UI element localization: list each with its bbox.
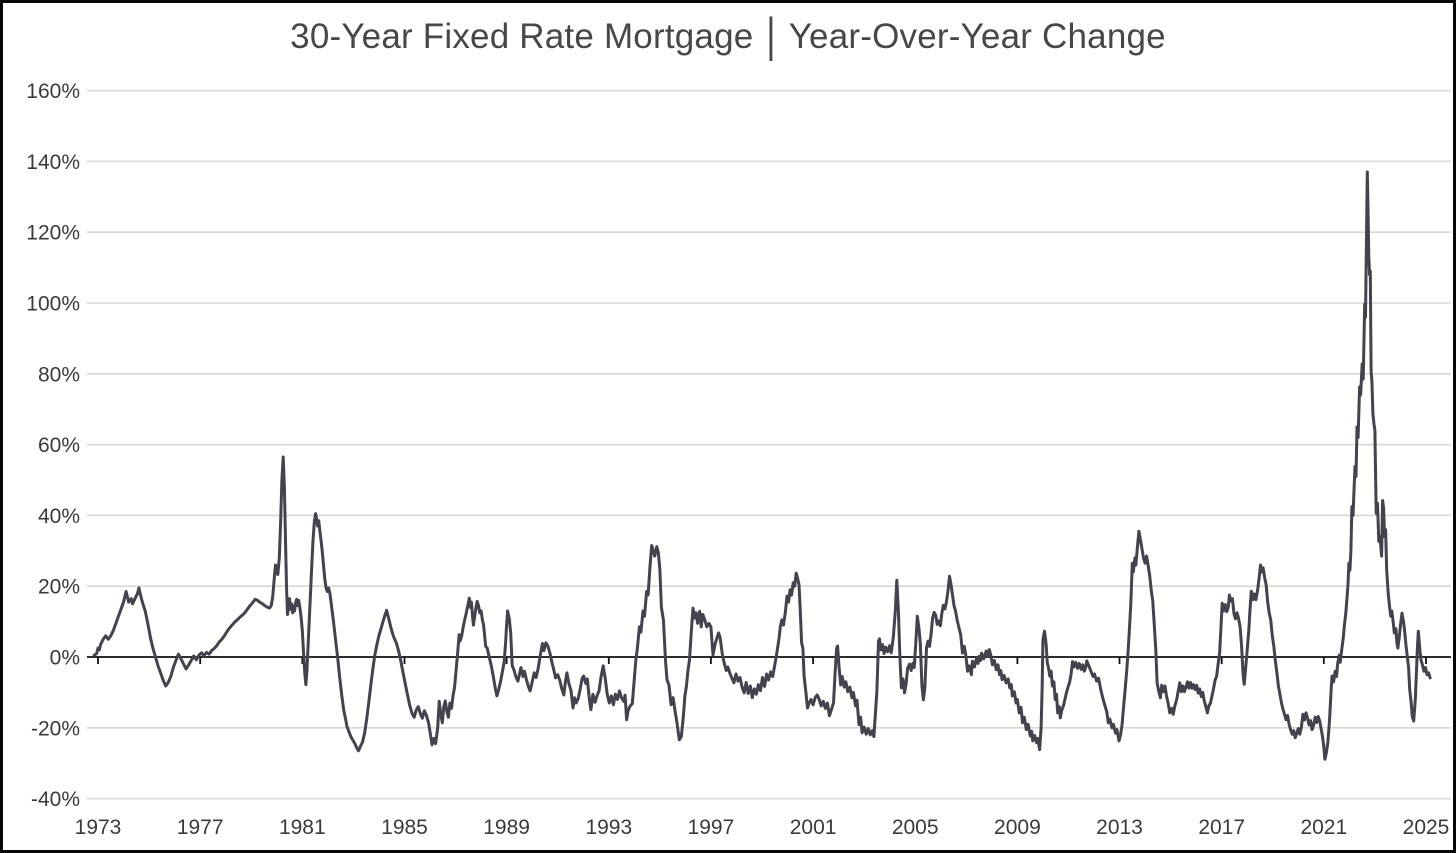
y-axis-label: 0% [50, 647, 80, 670]
y-axis-label: 20% [38, 576, 80, 599]
x-axis-label: 2013 [1096, 816, 1143, 839]
y-axis-label: 60% [38, 434, 80, 457]
y-axis-label: 140% [26, 151, 80, 174]
x-axis-label: 1981 [279, 816, 326, 839]
x-axis-label: 2005 [892, 816, 939, 839]
y-axis-label: 40% [38, 505, 80, 528]
x-axis-label: 1997 [688, 816, 735, 839]
plot-area: 160% 140% 120% 100% 80% 60% 40% 20% 0% -20% -40% 19… [26, 80, 1451, 839]
series-line [92, 170, 1432, 761]
x-axis-label: 2025 [1403, 816, 1450, 839]
x-axis-label: 1993 [585, 816, 632, 839]
y-axis-label: 100% [26, 293, 80, 316]
y-axis-label: 120% [26, 222, 80, 245]
x-axis-label: 2001 [790, 816, 837, 839]
y-axis-label: 80% [38, 363, 80, 386]
chart-title-right: Year-Over-Year Change [788, 17, 1166, 56]
x-axis-label: 2009 [994, 816, 1041, 839]
x-axis-label: 1973 [75, 816, 122, 839]
x-axis-label: 1989 [483, 816, 530, 839]
chart-title-left: 30-Year Fixed Rate Mortgage [290, 17, 754, 56]
chart-title-separator: | [766, 9, 776, 62]
x-axis-label: 1977 [177, 816, 224, 839]
y-axis-label: 160% [26, 80, 80, 103]
x-axis-label: 1985 [381, 816, 428, 839]
y-axis-label: -20% [31, 717, 80, 740]
x-axis-label: 2017 [1198, 816, 1245, 839]
x-axis-label: 2021 [1300, 816, 1347, 839]
y-axis-label: -40% [31, 788, 80, 811]
chart-title: 30-Year Fixed Rate Mortgage | Year-Over-Ye… [3, 9, 1453, 62]
